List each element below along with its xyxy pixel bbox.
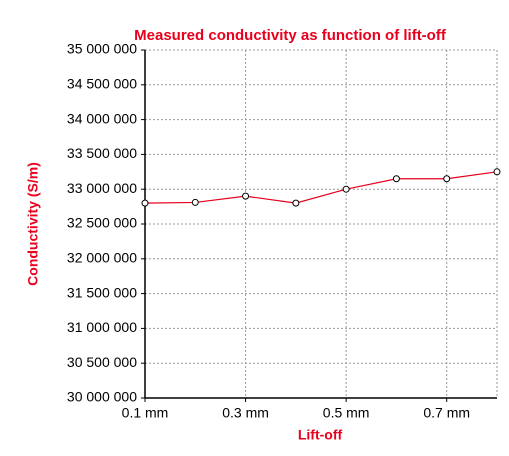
data-point xyxy=(242,192,250,200)
data-point xyxy=(493,168,501,176)
x-tick-label: 0.5 mm xyxy=(323,405,370,421)
x-tick-label: 0.3 mm xyxy=(222,405,269,421)
y-tick-label: 31 000 000 xyxy=(67,319,137,335)
y-tick-label: 30 000 000 xyxy=(67,389,137,405)
y-tick-label: 32 000 000 xyxy=(67,250,137,266)
y-tick-label: 34 500 000 xyxy=(67,76,137,92)
chart-title: Measured conductivity as function of lif… xyxy=(134,27,447,44)
y-tick-label: 32 500 000 xyxy=(67,215,137,231)
data-point xyxy=(443,175,451,183)
y-axis-label: Conductivity (S/m) xyxy=(25,162,41,286)
data-point xyxy=(141,199,149,207)
data-point xyxy=(191,198,199,206)
y-tick-label: 34 000 000 xyxy=(67,110,137,126)
y-tick-label: 33 500 000 xyxy=(67,145,137,161)
data-point xyxy=(342,185,350,193)
x-axis-label: Lift-off xyxy=(298,427,343,443)
y-tick-label: 35 000 000 xyxy=(67,41,137,57)
series-line xyxy=(144,171,498,204)
x-tick-label: 0.1 mm xyxy=(122,405,169,421)
data-point xyxy=(392,175,400,183)
data-point xyxy=(292,199,300,207)
x-tick-label: 0.7 mm xyxy=(423,405,470,421)
y-tick-label: 31 500 000 xyxy=(67,284,137,300)
y-tick-label: 30 500 000 xyxy=(67,354,137,370)
y-tick-label: 33 000 000 xyxy=(67,180,137,196)
